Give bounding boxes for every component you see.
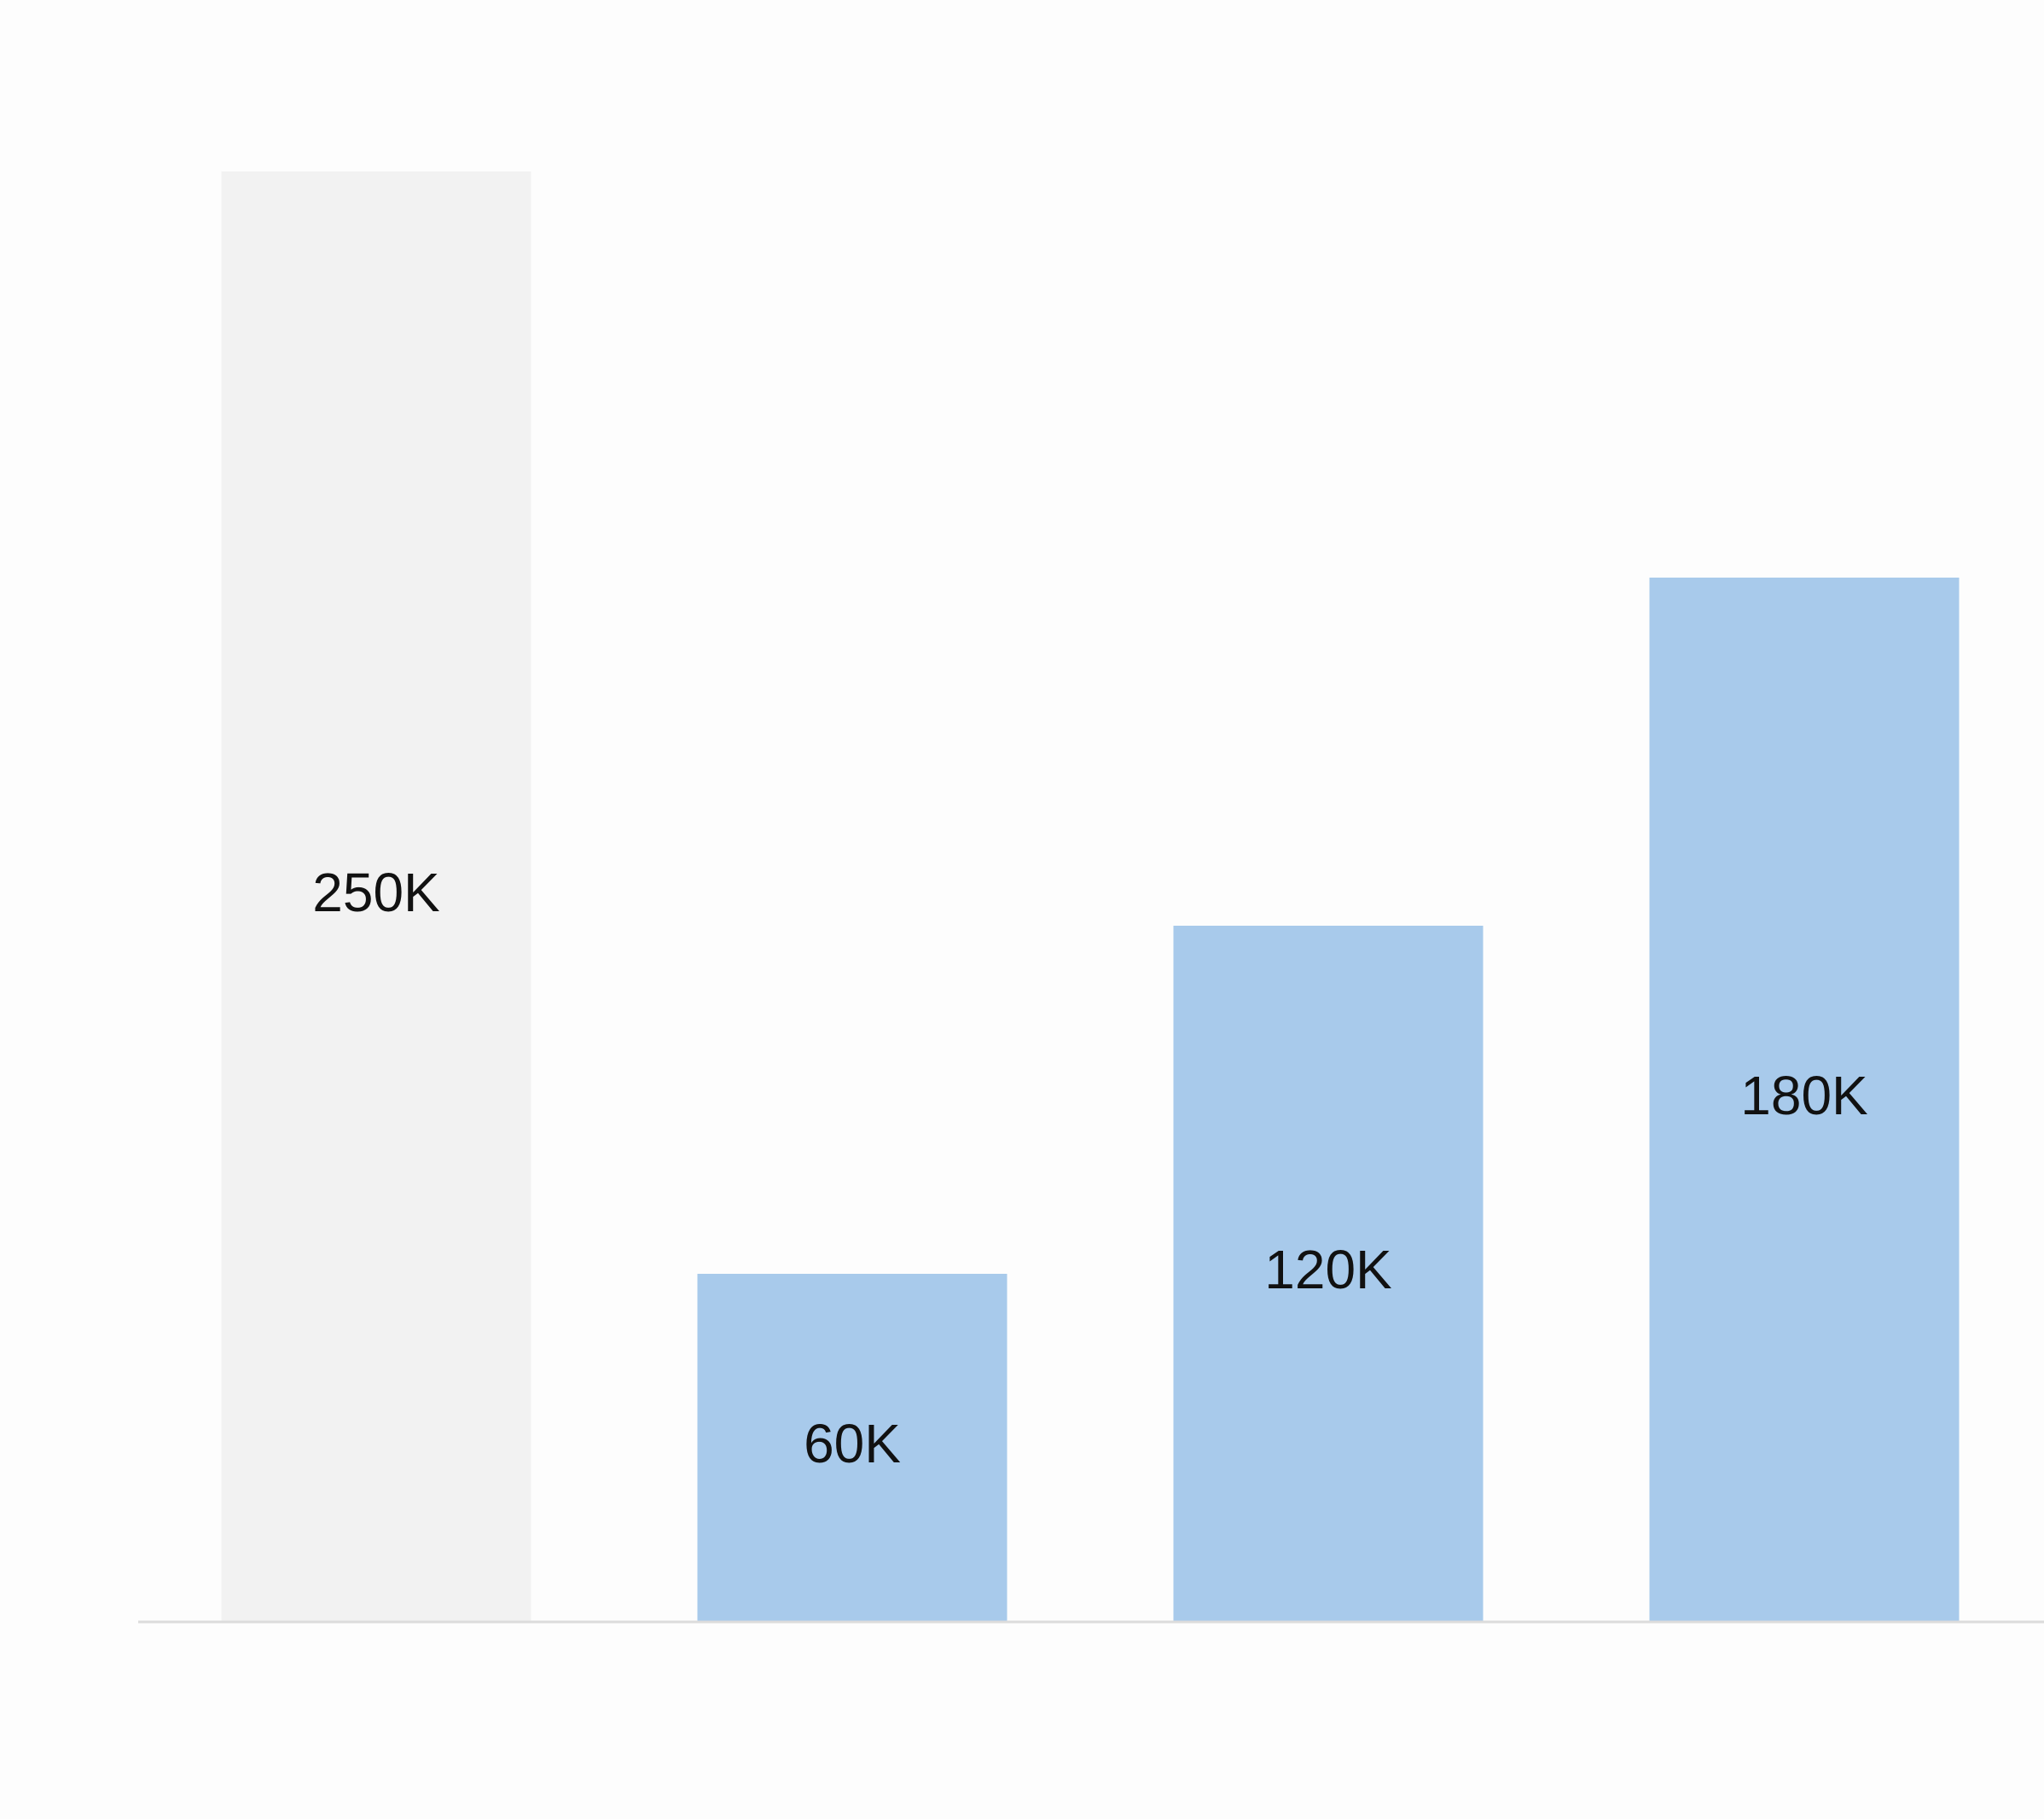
bar: [697, 1274, 1007, 1622]
value-label: 250K: [312, 862, 439, 923]
bar: [1173, 926, 1484, 1622]
value-label: 180K: [1740, 1065, 1867, 1126]
value-label: 120K: [1264, 1239, 1391, 1300]
bar: [1649, 578, 1960, 1622]
bar: [221, 171, 531, 1622]
value-label: 60K: [804, 1413, 901, 1474]
